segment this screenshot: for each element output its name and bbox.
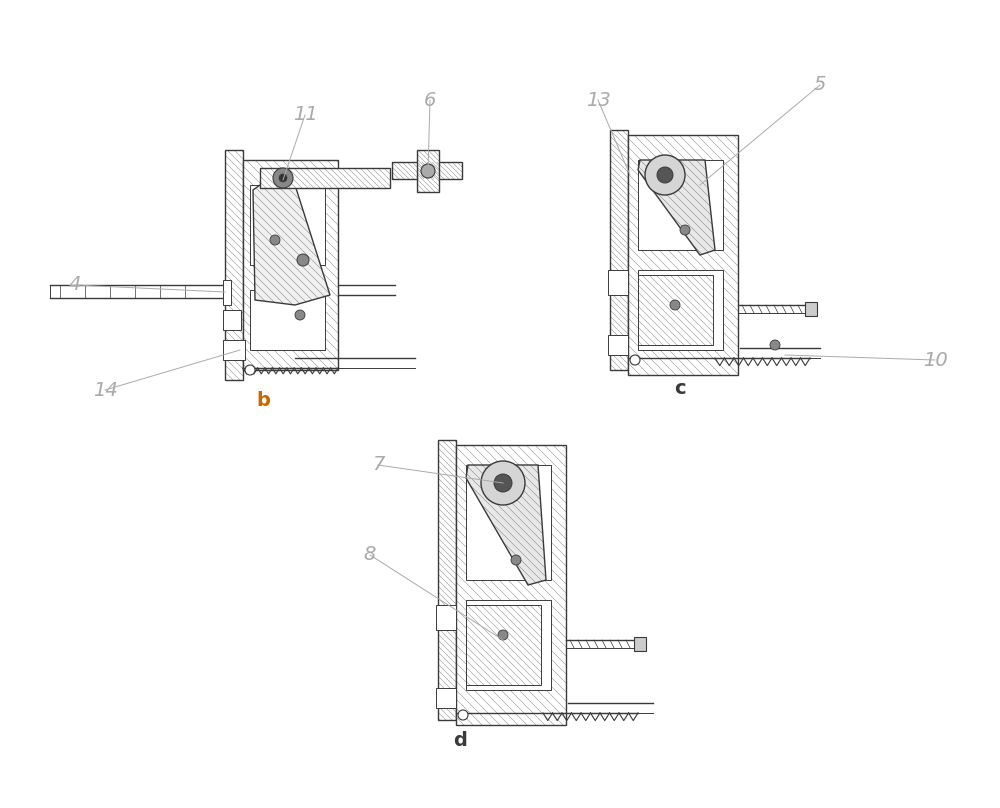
Text: 7: 7 (372, 456, 384, 474)
Polygon shape (253, 185, 330, 305)
Polygon shape (250, 290, 325, 350)
Circle shape (670, 300, 680, 310)
Polygon shape (260, 168, 390, 188)
Text: 14: 14 (93, 381, 117, 399)
Circle shape (245, 365, 255, 375)
Polygon shape (225, 150, 243, 380)
Text: c: c (674, 378, 686, 398)
Polygon shape (223, 340, 245, 360)
Circle shape (421, 164, 435, 178)
Polygon shape (223, 310, 241, 330)
Polygon shape (634, 637, 646, 651)
Polygon shape (417, 150, 439, 192)
Circle shape (295, 310, 305, 320)
Polygon shape (638, 160, 723, 250)
Circle shape (279, 174, 287, 182)
Polygon shape (436, 688, 456, 708)
Polygon shape (466, 465, 551, 580)
Circle shape (297, 254, 309, 266)
Polygon shape (243, 160, 338, 370)
Polygon shape (805, 302, 817, 316)
Text: 6: 6 (424, 90, 436, 110)
Circle shape (511, 555, 521, 565)
Circle shape (498, 630, 508, 640)
Circle shape (770, 340, 780, 350)
Polygon shape (223, 280, 231, 305)
Polygon shape (466, 600, 551, 690)
Text: b: b (256, 390, 270, 410)
Circle shape (273, 168, 293, 188)
Text: 8: 8 (364, 545, 376, 565)
Polygon shape (628, 135, 738, 375)
Polygon shape (610, 130, 628, 370)
Polygon shape (456, 445, 566, 725)
Text: 5: 5 (814, 75, 826, 95)
Text: 11: 11 (293, 106, 317, 124)
Polygon shape (638, 270, 723, 350)
Polygon shape (466, 465, 546, 585)
Polygon shape (250, 185, 325, 265)
Circle shape (494, 474, 512, 492)
Polygon shape (608, 270, 628, 295)
Text: 10: 10 (923, 351, 947, 369)
Polygon shape (638, 160, 715, 255)
Circle shape (458, 710, 468, 720)
Polygon shape (436, 605, 456, 630)
Circle shape (657, 167, 673, 183)
Circle shape (481, 461, 525, 505)
Text: d: d (453, 730, 467, 750)
Polygon shape (638, 275, 713, 345)
Polygon shape (466, 605, 541, 685)
Circle shape (630, 355, 640, 365)
Polygon shape (438, 440, 456, 720)
Text: 13: 13 (586, 90, 610, 110)
Circle shape (680, 225, 690, 235)
Polygon shape (392, 162, 462, 179)
Circle shape (270, 235, 280, 245)
Polygon shape (608, 335, 628, 355)
Circle shape (645, 155, 685, 195)
Text: 4: 4 (69, 276, 81, 294)
